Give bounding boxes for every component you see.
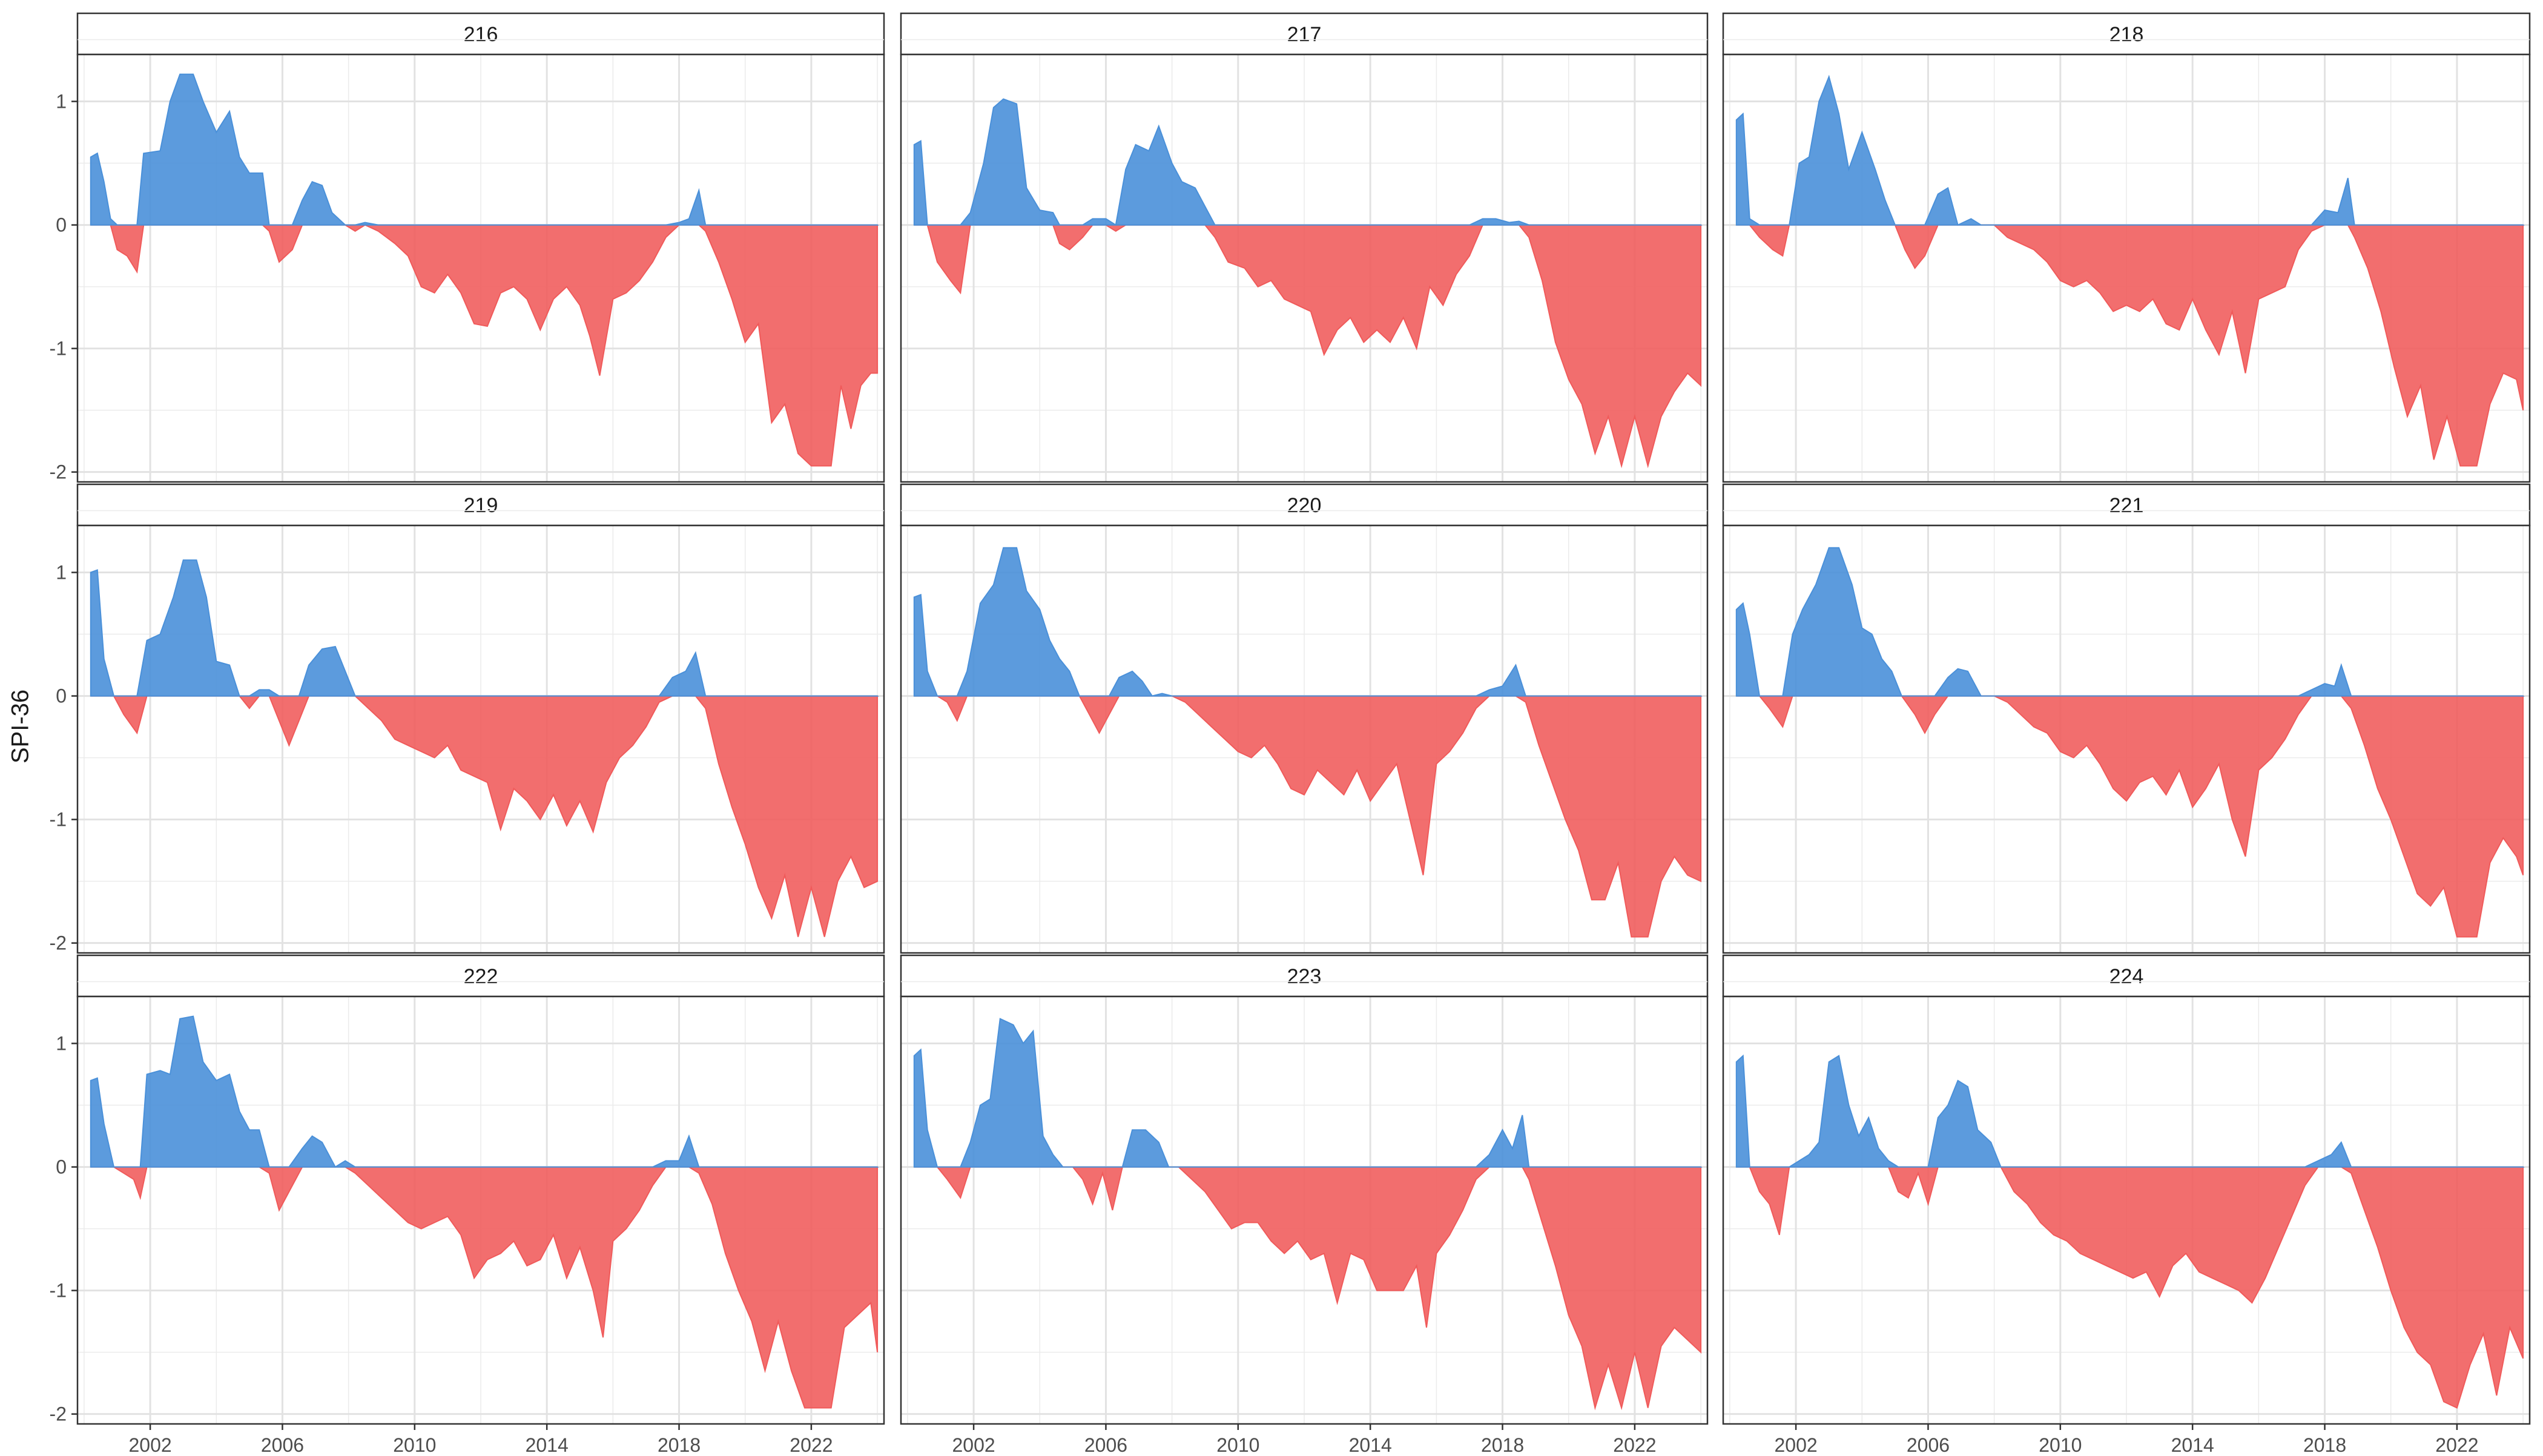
y-axis-title-container: SPI-36 — [0, 0, 36, 1453]
panel-border — [76, 53, 885, 483]
y-tick-label: -2 — [50, 932, 67, 954]
facet-strip-label: 218 — [2109, 23, 2144, 46]
x-tick-label: 2014 — [1349, 1434, 1392, 1453]
positive-area — [913, 547, 1703, 697]
x-tick-label: 2018 — [1481, 1434, 1524, 1453]
facet-strip — [1722, 954, 2531, 998]
x-tick-label: 2006 — [1907, 1434, 1950, 1453]
y-tick-label: -1 — [50, 338, 67, 360]
positive-area — [90, 1015, 879, 1168]
positive-area — [90, 559, 879, 697]
x-tick-label: 2002 — [1775, 1434, 1818, 1453]
positive-area — [1735, 74, 2525, 226]
facet-strip — [900, 12, 1709, 56]
facet-panel-218: 218 — [1722, 12, 2531, 483]
facet-strip-label: 222 — [464, 965, 498, 988]
x-tick-label: 2010 — [1216, 1434, 1259, 1453]
y-tick-label: -1 — [50, 809, 67, 831]
facet-strip — [1722, 483, 2531, 527]
x-tick-label: 2014 — [526, 1434, 569, 1453]
x-tick-label: 2002 — [129, 1434, 172, 1453]
panel-border — [76, 995, 885, 1425]
positive-area — [913, 1018, 1703, 1168]
panel-border — [76, 524, 885, 954]
y-tick-label: -2 — [50, 461, 67, 483]
x-tick-label: 2018 — [2303, 1434, 2346, 1453]
facet-strip — [76, 483, 885, 527]
panel-border — [900, 524, 1709, 954]
x-tick-label: 2010 — [393, 1434, 436, 1453]
x-tick-label: 2022 — [790, 1434, 833, 1453]
facet-panel-223: 223 2002 2006 2010 2014 2018 2022 — [900, 954, 1709, 1456]
x-tick-label: 2006 — [1084, 1434, 1127, 1453]
facet-strip-label: 217 — [1287, 23, 1322, 46]
facet-strip-label: 221 — [2109, 494, 2144, 517]
x-tick-label: 2006 — [261, 1434, 304, 1453]
facet-panel-221: 221 — [1722, 483, 2531, 954]
facet-strip-label: 223 — [1287, 965, 1322, 988]
positive-area — [913, 98, 1703, 226]
facet-panel-219: 219 1 0 -1 -2 — [50, 483, 885, 954]
positive-area — [1735, 1054, 2525, 1168]
y-tick-label: 1 — [56, 1033, 67, 1055]
x-tick-label: 2010 — [2039, 1434, 2082, 1453]
y-tick-label: 0 — [56, 214, 67, 236]
facet-strip-label: 220 — [1287, 494, 1322, 517]
positive-area — [1735, 547, 2525, 697]
x-tick-label: 2002 — [952, 1434, 995, 1453]
y-tick-label: -1 — [50, 1280, 67, 1302]
facet-strip — [76, 12, 885, 56]
x-tick-label: 2014 — [2171, 1434, 2214, 1453]
facet-panel-217: 217 — [900, 12, 1709, 483]
facet-panel-222: 222 1 0 -1 -2 2002 2006 2010 2014 2018 2022 — [50, 954, 885, 1456]
facet-panel-216: 216 1 0 -1 -2 — [50, 12, 885, 483]
facet-strip-label: 216 — [464, 23, 498, 46]
facet-strip — [900, 483, 1709, 527]
facet-panel-224: 224 2002 2006 2010 2014 2018 2022 — [1722, 954, 2531, 1456]
y-axis-title: SPI-36 — [7, 689, 34, 764]
panel-border — [900, 53, 1709, 483]
x-tick-label: 2018 — [658, 1434, 701, 1453]
facet-strip — [76, 954, 885, 998]
positive-area — [90, 73, 879, 226]
x-tick-label: 2022 — [2435, 1434, 2478, 1453]
panel-border — [1722, 995, 2531, 1425]
y-tick-label: 0 — [56, 1156, 67, 1178]
y-tick-label: -2 — [50, 1403, 67, 1425]
x-tick-label: 2022 — [1613, 1434, 1656, 1453]
panel-border — [1722, 524, 2531, 954]
facet-panel-220: 220 — [900, 483, 1709, 954]
facet-strip-label: 224 — [2109, 965, 2144, 988]
y-tick-label: 0 — [56, 685, 67, 707]
facet-strip — [900, 954, 1709, 998]
panel-border — [1722, 53, 2531, 483]
facet-strip-label: 219 — [464, 494, 498, 517]
y-tick-label: 1 — [56, 91, 67, 113]
panel-border — [900, 995, 1709, 1425]
y-tick-label: 1 — [56, 562, 67, 584]
